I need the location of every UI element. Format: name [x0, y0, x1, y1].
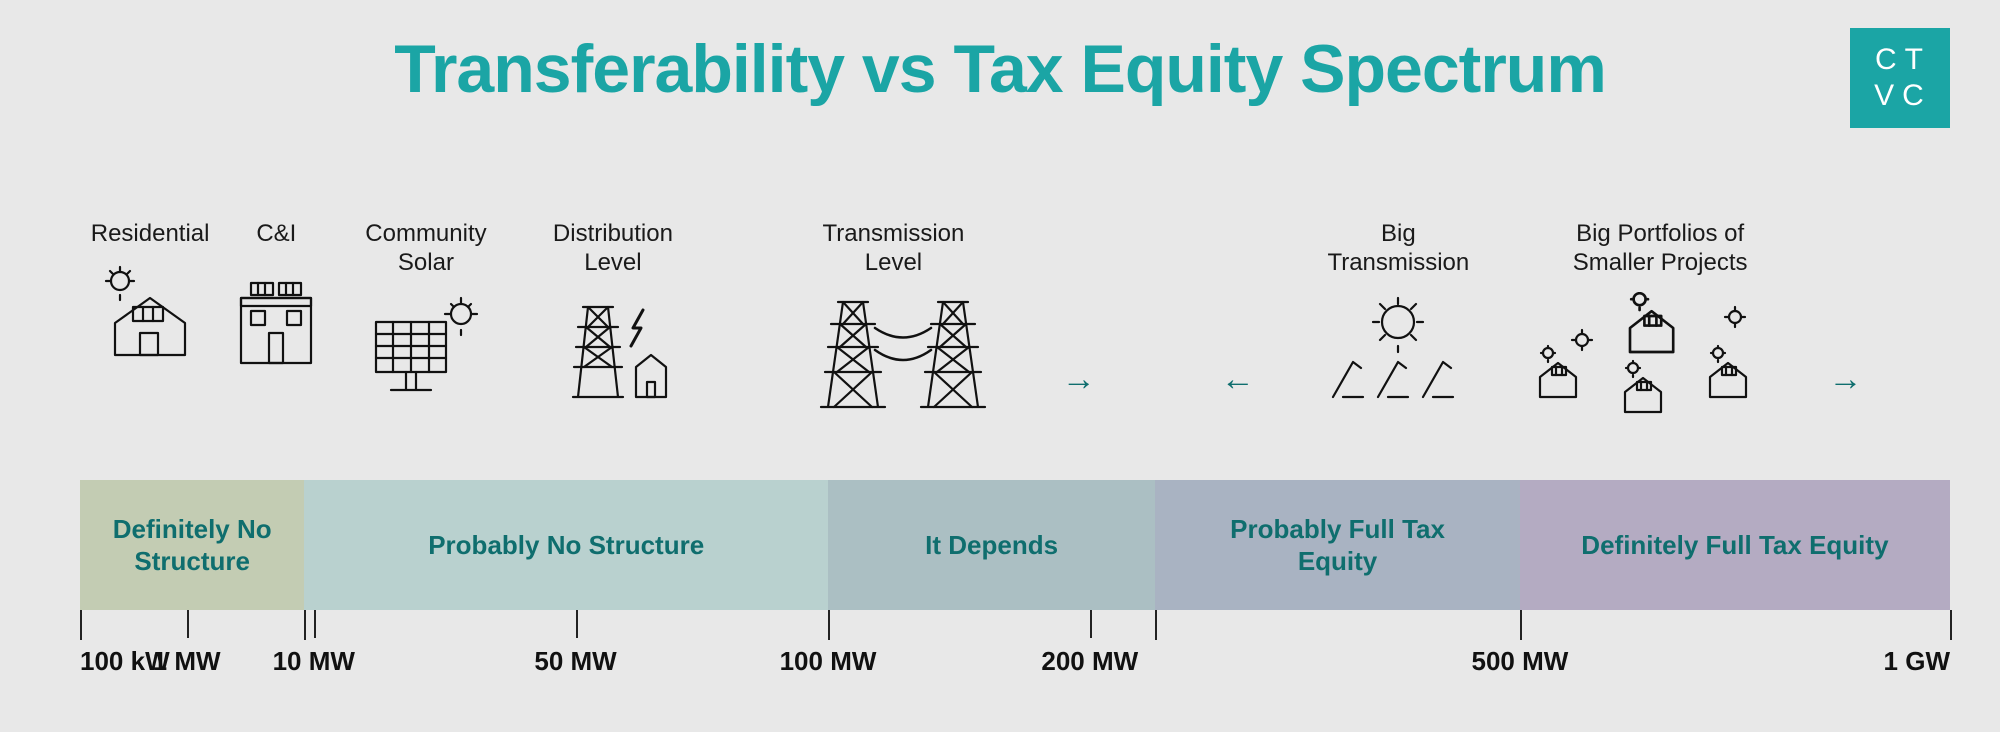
axis-tick-label: 1 GW: [1884, 646, 1950, 677]
axis-tick-label: 10 MW: [273, 646, 355, 677]
axis-tick-label: 100 MW: [780, 646, 877, 677]
panel-array-icon: [361, 292, 491, 402]
spectrum-band: Definitely No Structure: [80, 480, 304, 610]
category-label: Big Transmission: [1327, 220, 1469, 278]
building-solar-icon: [221, 263, 331, 373]
axis-tick-label: 1 MW: [153, 646, 221, 677]
page-title: Transferability vs Tax Equity Spectrum: [0, 30, 2000, 108]
category-house-solar: Residential: [80, 220, 220, 363]
solar-farm-icon: [1313, 292, 1483, 412]
category-label: Residential: [91, 220, 210, 249]
transmission-towers-icon: [793, 292, 993, 422]
spectrum-band: Probably Full Tax Equity: [1155, 480, 1520, 610]
band-edge-tick: [304, 610, 306, 640]
band-edge-tick: [1155, 610, 1157, 640]
axis-tick: [1090, 610, 1092, 638]
direction-arrow-icon: ←: [1221, 360, 1255, 399]
ctvc-logo: CT VC: [1850, 28, 1950, 128]
direction-arrow-icon: →: [1062, 360, 1096, 399]
axis-tick: [1520, 610, 1522, 638]
axis-tick-label: 50 MW: [534, 646, 616, 677]
axis-tick: [828, 610, 830, 638]
category-transmission-towers: Transmission Level: [772, 220, 1015, 422]
category-building-solar: C&I: [211, 220, 342, 373]
category-label: C&I: [256, 220, 296, 249]
category-distribution-tower: Distribution Level: [519, 220, 706, 412]
spectrum-band: It Depends: [828, 480, 1155, 610]
house-solar-icon: [95, 263, 205, 363]
axis-tick: [80, 610, 82, 638]
direction-arrow-icon: →: [1828, 360, 1862, 399]
category-label: Distribution Level: [553, 220, 673, 278]
axis-tick: [187, 610, 189, 638]
axis-tick: [314, 610, 316, 638]
category-solar-farm: Big Transmission: [1296, 220, 1502, 412]
category-label: Big Portfolios of Smaller Projects: [1573, 220, 1748, 278]
category-portfolio-houses: Big Portfolios of Smaller Projects: [1520, 220, 1801, 432]
portfolio-houses-icon: [1530, 292, 1790, 432]
axis-tick-label: 500 MW: [1471, 646, 1568, 677]
axis-tick: [576, 610, 578, 638]
axis-tick: [1950, 610, 1952, 638]
spectrum-band: Definitely Full Tax Equity: [1520, 480, 1950, 610]
axis-tick-label: 200 MW: [1041, 646, 1138, 677]
spectrum-band: Probably No Structure: [304, 480, 828, 610]
spectrum-diagram: Residential C&I Community Solar Distributio…: [80, 220, 1950, 692]
category-label: Community Solar: [365, 220, 486, 278]
distribution-tower-icon: [548, 292, 678, 412]
category-panel-array: Community Solar: [342, 220, 510, 402]
category-label: Transmission Level: [823, 220, 965, 278]
